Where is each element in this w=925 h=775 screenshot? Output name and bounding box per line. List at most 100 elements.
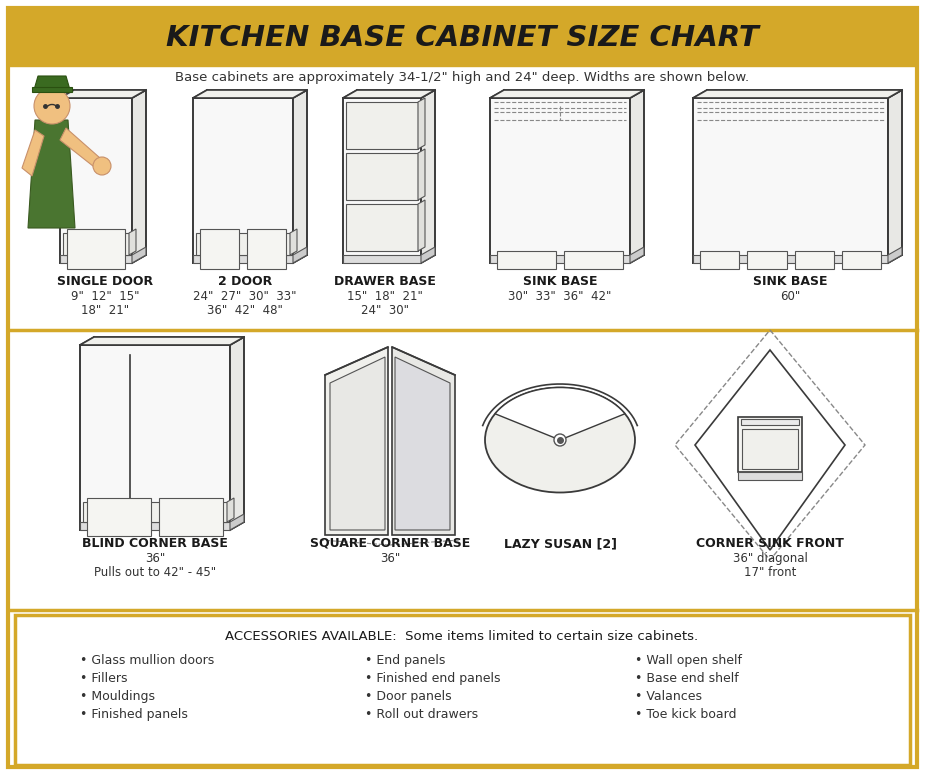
Polygon shape: [497, 251, 556, 269]
Text: 18"  21": 18" 21": [81, 304, 130, 317]
Polygon shape: [28, 120, 75, 228]
Polygon shape: [490, 90, 644, 98]
Polygon shape: [418, 149, 425, 200]
Polygon shape: [200, 229, 239, 269]
Polygon shape: [395, 357, 450, 530]
Text: 36" diagonal: 36" diagonal: [733, 552, 808, 565]
Polygon shape: [888, 247, 902, 263]
Polygon shape: [693, 90, 902, 98]
Polygon shape: [490, 98, 630, 263]
Polygon shape: [159, 498, 223, 536]
Polygon shape: [693, 255, 888, 263]
Polygon shape: [343, 90, 435, 98]
Polygon shape: [80, 345, 230, 530]
Text: • Valances: • Valances: [635, 690, 702, 703]
Polygon shape: [392, 347, 455, 535]
Text: 36": 36": [380, 552, 401, 565]
Text: • Fillers: • Fillers: [80, 672, 128, 685]
Text: 36"  42"  48": 36" 42" 48": [207, 304, 283, 317]
Text: • Door panels: • Door panels: [365, 690, 451, 703]
Polygon shape: [80, 337, 244, 345]
Polygon shape: [60, 98, 132, 263]
Text: 17" front: 17" front: [744, 566, 796, 579]
Polygon shape: [193, 90, 307, 98]
Text: 2 DOOR: 2 DOOR: [218, 275, 272, 288]
Polygon shape: [343, 255, 421, 263]
Text: 60": 60": [780, 290, 800, 303]
Text: KITCHEN BASE CABINET SIZE CHART: KITCHEN BASE CABINET SIZE CHART: [166, 24, 758, 52]
Polygon shape: [193, 98, 293, 263]
Polygon shape: [247, 229, 286, 269]
Polygon shape: [132, 247, 146, 263]
Text: • Wall open shelf: • Wall open shelf: [635, 654, 742, 667]
Text: SINK BASE: SINK BASE: [753, 275, 827, 288]
Text: • End panels: • End panels: [365, 654, 445, 667]
Polygon shape: [421, 90, 435, 263]
Text: 36": 36": [145, 552, 166, 565]
Polygon shape: [738, 472, 802, 480]
Polygon shape: [747, 251, 786, 269]
Polygon shape: [34, 76, 70, 90]
Text: 9"  12"  15": 9" 12" 15": [70, 290, 140, 303]
Ellipse shape: [485, 388, 635, 492]
Text: • Glass mullion doors: • Glass mullion doors: [80, 654, 215, 667]
Polygon shape: [741, 419, 799, 425]
Polygon shape: [795, 251, 833, 269]
Text: 15"  18"  21": 15" 18" 21": [347, 290, 423, 303]
Text: • Base end shelf: • Base end shelf: [635, 672, 739, 685]
Circle shape: [93, 157, 111, 175]
Polygon shape: [196, 233, 290, 255]
Polygon shape: [22, 130, 44, 176]
Polygon shape: [418, 200, 425, 251]
Polygon shape: [564, 251, 623, 269]
Polygon shape: [60, 90, 146, 98]
Polygon shape: [230, 514, 244, 530]
Polygon shape: [293, 247, 307, 263]
Polygon shape: [193, 255, 293, 263]
Polygon shape: [60, 128, 100, 170]
Polygon shape: [738, 417, 802, 472]
Polygon shape: [325, 347, 388, 535]
Polygon shape: [888, 90, 902, 263]
Text: • Toe kick board: • Toe kick board: [635, 708, 736, 721]
Text: CORNER SINK FRONT: CORNER SINK FRONT: [697, 537, 844, 550]
Text: Base cabinets are approximately 34-1/2" high and 24" deep. Widths are shown belo: Base cabinets are approximately 34-1/2" …: [175, 71, 749, 84]
Polygon shape: [132, 90, 146, 263]
Text: SINGLE DOOR: SINGLE DOOR: [57, 275, 153, 288]
Polygon shape: [346, 102, 418, 149]
Circle shape: [34, 88, 70, 124]
Polygon shape: [742, 429, 798, 469]
Text: SQUARE CORNER BASE: SQUARE CORNER BASE: [310, 537, 470, 550]
Bar: [8, 8, 917, 66]
Text: • Finished end panels: • Finished end panels: [365, 672, 500, 685]
Polygon shape: [227, 498, 234, 522]
Text: Pulls out to 42" - 45": Pulls out to 42" - 45": [94, 566, 216, 579]
Polygon shape: [346, 153, 418, 200]
Polygon shape: [700, 251, 739, 269]
Polygon shape: [83, 502, 227, 522]
Polygon shape: [230, 337, 244, 530]
Text: DRAWER BASE: DRAWER BASE: [334, 275, 436, 288]
Text: 24"  30": 24" 30": [361, 304, 409, 317]
Polygon shape: [495, 388, 625, 440]
Text: BLIND CORNER BASE: BLIND CORNER BASE: [82, 537, 228, 550]
Text: LAZY SUSAN [2]: LAZY SUSAN [2]: [503, 537, 616, 550]
Polygon shape: [67, 229, 125, 269]
Text: SINK BASE: SINK BASE: [523, 275, 598, 288]
Polygon shape: [343, 98, 421, 263]
Text: • Roll out drawers: • Roll out drawers: [365, 708, 478, 721]
Polygon shape: [129, 229, 136, 255]
Polygon shape: [87, 498, 151, 536]
Polygon shape: [693, 98, 888, 263]
Circle shape: [554, 434, 566, 446]
FancyBboxPatch shape: [15, 615, 910, 765]
Bar: [32, 87, 72, 92]
Polygon shape: [293, 90, 307, 263]
Polygon shape: [60, 255, 132, 263]
Text: • Mouldings: • Mouldings: [80, 690, 155, 703]
Polygon shape: [421, 247, 435, 263]
Polygon shape: [490, 255, 630, 263]
Text: 24"  27"  30"  33": 24" 27" 30" 33": [193, 290, 297, 303]
Text: ACCESSORIES AVAILABLE:  Some items limited to certain size cabinets.: ACCESSORIES AVAILABLE: Some items limite…: [226, 630, 698, 643]
Polygon shape: [330, 357, 385, 530]
